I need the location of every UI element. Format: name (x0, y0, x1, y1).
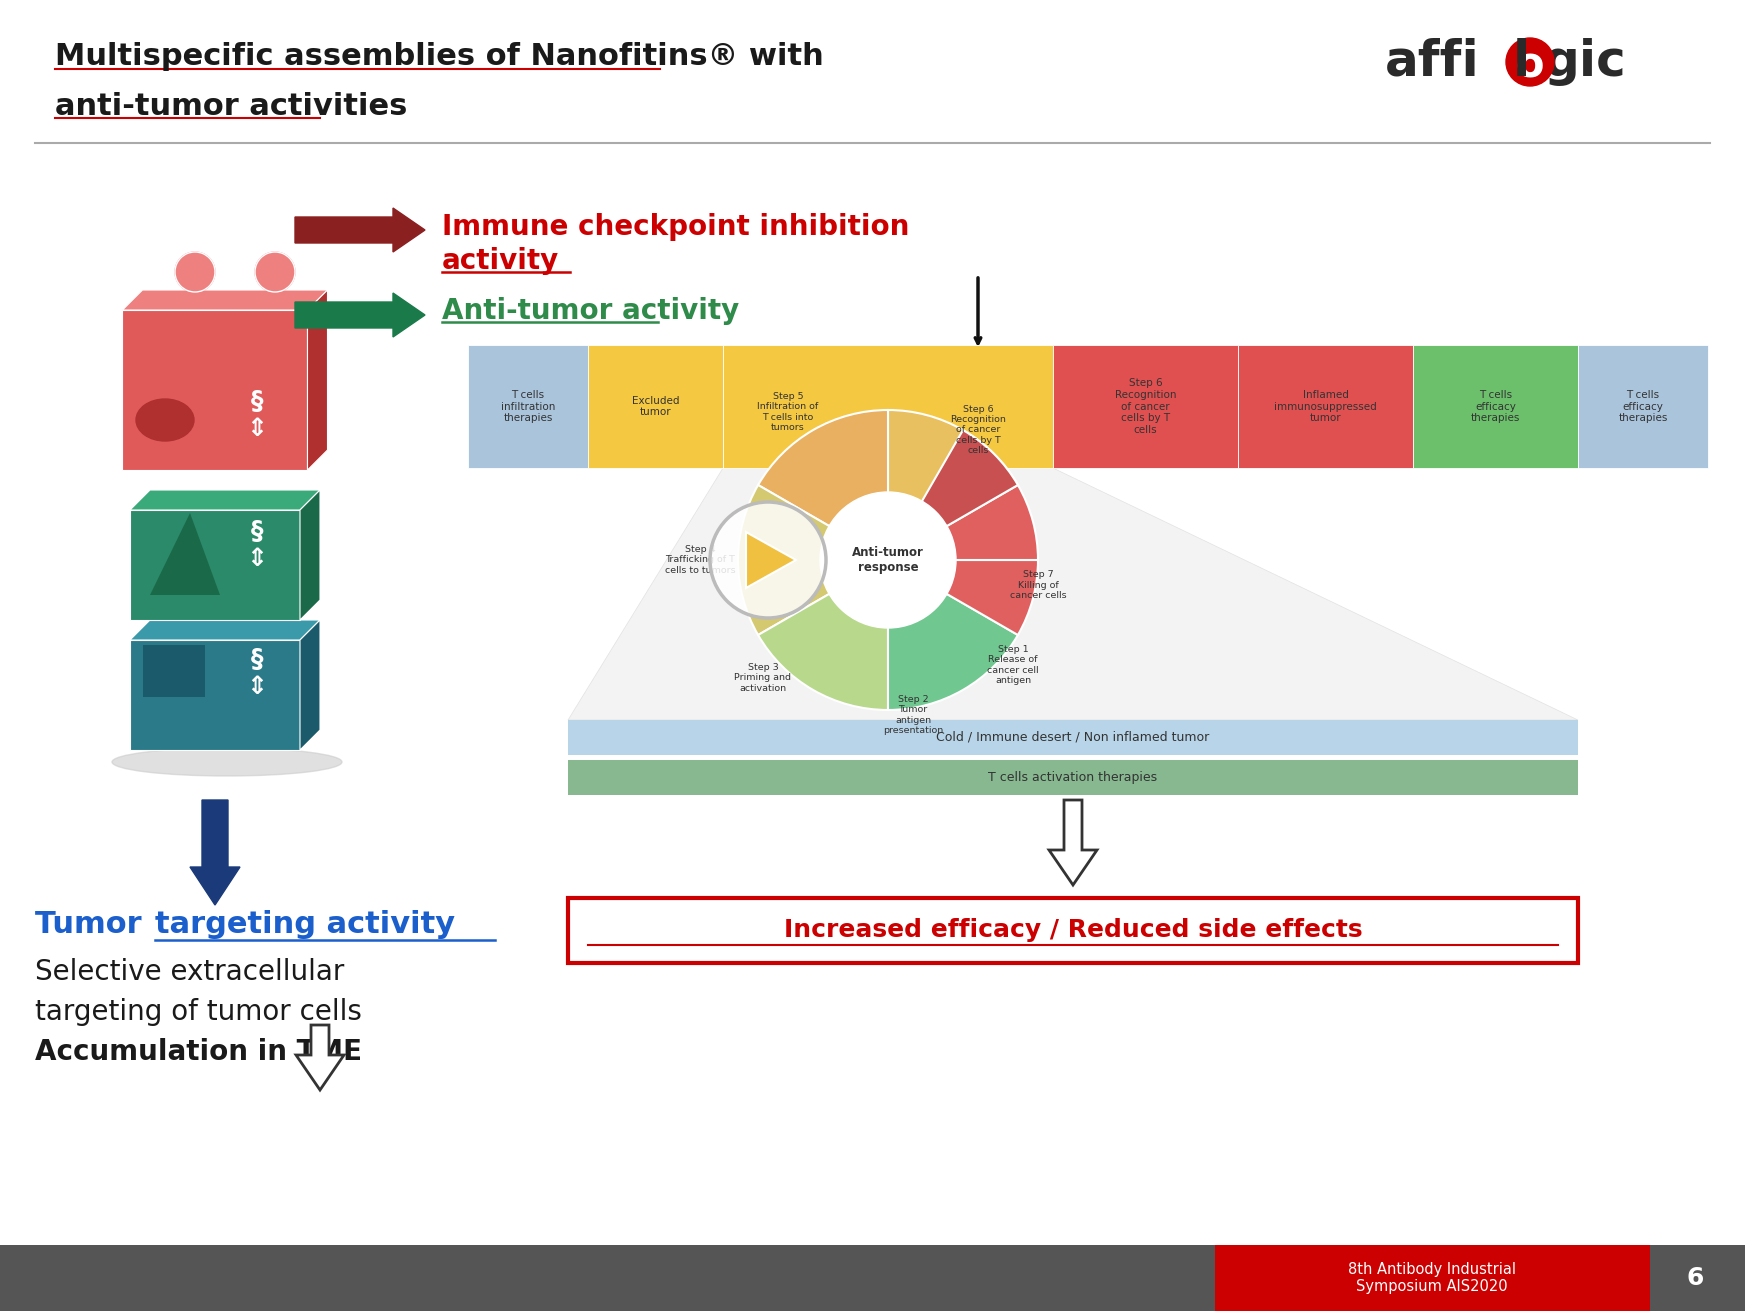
Text: T cells
infiltration
therapies: T cells infiltration therapies (501, 389, 555, 423)
Text: response: response (859, 561, 918, 574)
Bar (1577, 345, 1708, 468)
Text: l: l (1513, 38, 1530, 87)
Circle shape (1506, 38, 1555, 87)
FancyArrow shape (295, 208, 426, 252)
Bar (588, 345, 722, 468)
Text: Step 1
Release of
cancer cell
antigen: Step 1 Release of cancer cell antigen (988, 645, 1038, 686)
Text: T cells
efficacy
therapies: T cells efficacy therapies (1618, 389, 1668, 423)
Text: Step 5
Infiltration of
T cells into
tumors: Step 5 Infiltration of T cells into tumo… (757, 392, 818, 433)
Wedge shape (888, 560, 1038, 635)
Polygon shape (307, 290, 328, 471)
Bar (569, 720, 1577, 755)
Text: 8th Antibody Industrial
Symposium AIS2020: 8th Antibody Industrial Symposium AIS202… (1347, 1261, 1516, 1294)
Text: Immune checkpoint inhibition: Immune checkpoint inhibition (441, 212, 920, 241)
Text: Multispecific assemblies of Nanofitins® with: Multispecific assemblies of Nanofitins® … (56, 42, 824, 71)
Ellipse shape (136, 399, 194, 440)
Polygon shape (300, 490, 319, 620)
Bar (1052, 345, 1237, 468)
Wedge shape (757, 560, 888, 711)
Text: Step 6
Recognition
of cancer
cells by T
cells: Step 6 Recognition of cancer cells by T … (1115, 379, 1176, 435)
FancyArrow shape (1049, 800, 1098, 885)
Wedge shape (888, 485, 1038, 560)
Polygon shape (129, 620, 319, 640)
Circle shape (255, 252, 295, 292)
Wedge shape (757, 410, 888, 560)
Text: §
⇕: § ⇕ (246, 648, 267, 699)
Polygon shape (300, 620, 319, 750)
Polygon shape (747, 532, 796, 589)
Text: Step 3
Priming and
activation: Step 3 Priming and activation (735, 663, 792, 694)
Text: §
⇕: § ⇕ (246, 519, 267, 570)
Text: activity: activity (441, 246, 558, 275)
Text: Step 7
Killing of
cancer cells: Step 7 Killing of cancer cells (1010, 570, 1066, 600)
Wedge shape (888, 430, 1017, 560)
Text: affi: affi (1386, 38, 1480, 87)
FancyArrow shape (190, 800, 241, 905)
Circle shape (174, 252, 215, 292)
Text: 6: 6 (1686, 1266, 1703, 1290)
Text: Accumulation in TME: Accumulation in TME (35, 1038, 361, 1066)
Text: Selective extracellular: Selective extracellular (35, 958, 344, 986)
Wedge shape (888, 560, 1017, 711)
Text: targeting of tumor cells: targeting of tumor cells (35, 998, 361, 1027)
Text: Tumor: Tumor (35, 910, 152, 939)
FancyArrow shape (295, 292, 426, 337)
Polygon shape (150, 513, 220, 595)
Polygon shape (129, 490, 319, 510)
Text: T cells activation therapies: T cells activation therapies (988, 771, 1157, 784)
FancyBboxPatch shape (569, 898, 1577, 964)
Text: Increased efficacy / Reduced side effects: Increased efficacy / Reduced side effect… (784, 919, 1363, 943)
Wedge shape (738, 485, 888, 635)
Bar (569, 760, 1577, 794)
Bar (129, 640, 300, 750)
Bar (1215, 1245, 1651, 1311)
Text: Cold / Immune desert / Non inflamed tumor: Cold / Immune desert / Non inflamed tumo… (937, 732, 1209, 745)
Text: Step 2
Tumor
antigen
presentation: Step 2 Tumor antigen presentation (883, 695, 942, 735)
Bar (468, 345, 588, 468)
Text: T cells
efficacy
therapies: T cells efficacy therapies (1471, 389, 1520, 423)
Circle shape (710, 502, 825, 617)
Text: Inflamed
immunosuppressed
tumor: Inflamed immunosuppressed tumor (1274, 389, 1377, 423)
Circle shape (820, 492, 956, 628)
FancyArrow shape (297, 1025, 344, 1089)
Polygon shape (122, 290, 328, 309)
Polygon shape (569, 468, 1577, 720)
Bar (129, 510, 300, 620)
Ellipse shape (112, 749, 342, 776)
Text: Anti-tumor activity: Anti-tumor activity (441, 298, 740, 325)
Text: o: o (1516, 45, 1544, 87)
Bar (122, 309, 307, 471)
Wedge shape (888, 410, 1017, 560)
Bar (0, 1245, 1745, 1311)
Bar (1413, 345, 1577, 468)
Text: Step 6
Recognition
of cancer
cells by T
cells: Step 6 Recognition of cancer cells by T … (949, 405, 1005, 455)
Text: anti-tumor activities: anti-tumor activities (56, 92, 407, 121)
Bar (722, 345, 1052, 468)
Text: Anti-tumor: Anti-tumor (852, 545, 923, 558)
Bar (143, 645, 204, 697)
Bar (1237, 345, 1413, 468)
Text: gic: gic (1544, 38, 1626, 87)
Text: targeting activity: targeting activity (155, 910, 455, 939)
Text: §
⇕: § ⇕ (246, 389, 267, 440)
Text: Excluded
tumor: Excluded tumor (632, 396, 679, 417)
Text: Step 4
Trafficking of T
cells to tumors: Step 4 Trafficking of T cells to tumors (665, 545, 735, 576)
